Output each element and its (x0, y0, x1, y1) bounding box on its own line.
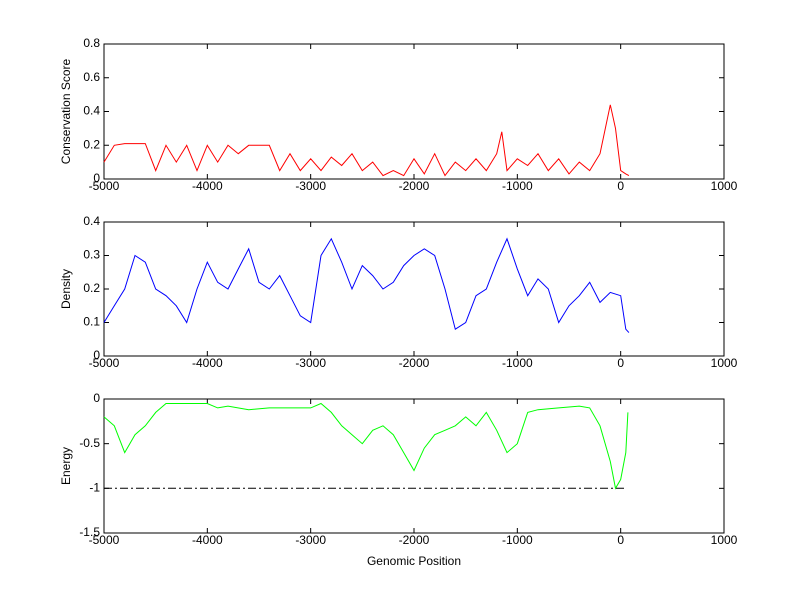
y-tick-label: 0.2 (83, 281, 100, 295)
x-tick-label: 0 (617, 533, 624, 547)
x-tick-label: -1000 (502, 179, 533, 193)
x-tick-label: -5000 (89, 533, 120, 547)
x-tick-label: -3000 (295, 179, 326, 193)
x-tick-label: -3000 (295, 533, 326, 547)
y-axis-label: Density (59, 269, 73, 309)
x-tick-label: 0 (617, 356, 624, 370)
y-tick-label: 0.3 (83, 248, 100, 262)
y-tick-label: -0.5 (79, 436, 100, 450)
y-tick-label: 0.2 (83, 137, 100, 151)
x-tick-label: -1000 (502, 533, 533, 547)
y-tick-label: 0 (93, 391, 100, 405)
y-tick-label: 0.1 (83, 315, 100, 329)
y-tick-label: 0 (93, 171, 100, 185)
x-tick-label: 1000 (711, 179, 738, 193)
y-axis-label: Energy (59, 447, 73, 485)
x-tick-label: 0 (617, 179, 624, 193)
y-tick-label: 0.4 (83, 104, 100, 118)
x-tick-label: 1000 (711, 533, 738, 547)
y-tick-label: -1.5 (79, 525, 100, 539)
x-tick-label: -4000 (192, 533, 223, 547)
axes-box (103, 43, 725, 180)
series-line (103, 237, 630, 333)
x-tick-label: 1000 (711, 356, 738, 370)
x-tick-label: -1000 (502, 356, 533, 370)
y-tick-label: -1 (89, 481, 100, 495)
y-tick-label: 0 (93, 348, 100, 362)
y-tick-label: 0.6 (83, 70, 100, 84)
x-tick-label: -2000 (399, 356, 430, 370)
x-axis-label: Genomic Position (367, 554, 461, 568)
series-line (103, 402, 629, 490)
y-tick-label: 0.8 (83, 36, 100, 50)
x-tick-label: -4000 (192, 356, 223, 370)
x-tick-label: -5000 (89, 356, 120, 370)
x-tick-label: -2000 (399, 179, 430, 193)
x-tick-label: -4000 (192, 179, 223, 193)
series-line (103, 104, 630, 177)
y-axis-label: Conservation Score (59, 58, 73, 164)
axes-box (103, 398, 725, 534)
x-tick-label: -2000 (399, 533, 430, 547)
x-tick-label: -5000 (89, 179, 120, 193)
y-tick-label: 0.4 (83, 214, 100, 228)
x-tick-label: -3000 (295, 356, 326, 370)
